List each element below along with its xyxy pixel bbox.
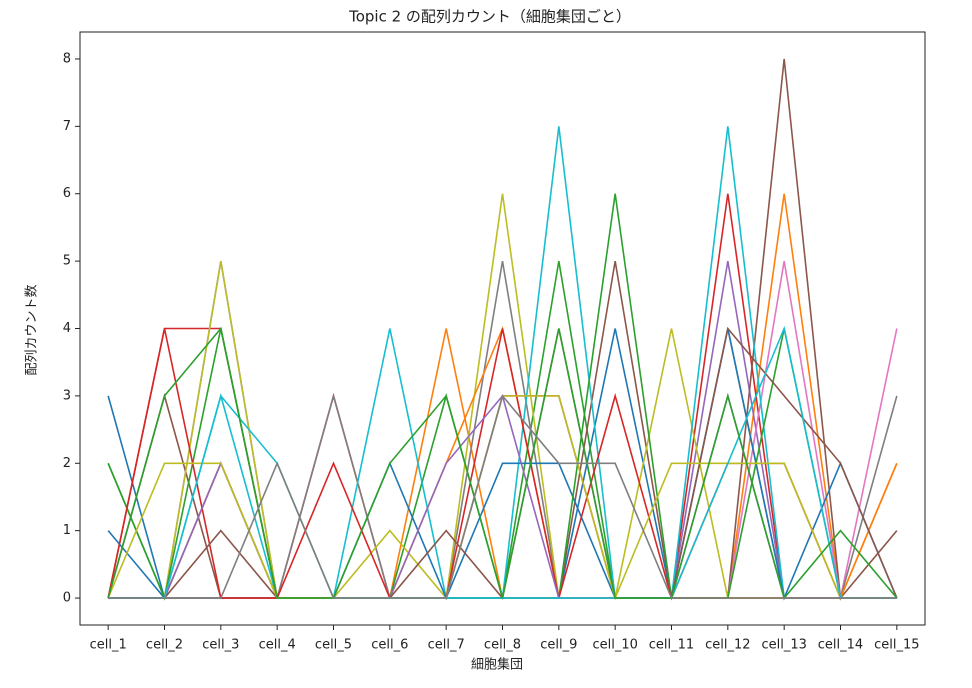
y-tick-label: 6 [63,186,71,201]
y-tick-label: 5 [63,254,71,269]
y-tick-label: 4 [63,321,71,336]
x-tick-label: cell_2 [146,638,183,653]
x-tick-label: cell_10 [592,638,637,653]
y-axis-label: 配列カウント数 [25,284,40,375]
x-tick-label: cell_6 [371,638,408,653]
x-tick-label: cell_9 [540,638,577,653]
y-tick-label: 0 [63,591,71,606]
series-line [108,394,897,599]
x-tick-label: cell_11 [649,638,694,653]
y-tick-label: 2 [63,456,71,471]
chart-title: Topic 2 の配列カウント（細胞集団ごと） [348,8,631,26]
x-tick-label: cell_8 [484,638,521,653]
x-tick-label: cell_3 [202,638,239,653]
y-tick-label: 1 [63,523,71,538]
x-tick-label: cell_7 [428,638,465,653]
y-tick-label: 3 [63,388,71,403]
x-tick-label: cell_14 [818,638,863,653]
x-tick-label: cell_12 [705,638,750,653]
y-tick-label: 8 [63,51,71,66]
x-tick-label: cell_13 [761,638,806,653]
series-line [107,326,898,600]
y-tick-label: 7 [63,119,71,134]
x-axis-label: 細胞集団 [471,657,523,673]
x-tick-label: cell_15 [874,638,919,653]
x-tick-label: cell_4 [259,638,296,653]
x-tick-label: cell_5 [315,638,352,653]
x-tick-label: cell_1 [90,638,127,653]
